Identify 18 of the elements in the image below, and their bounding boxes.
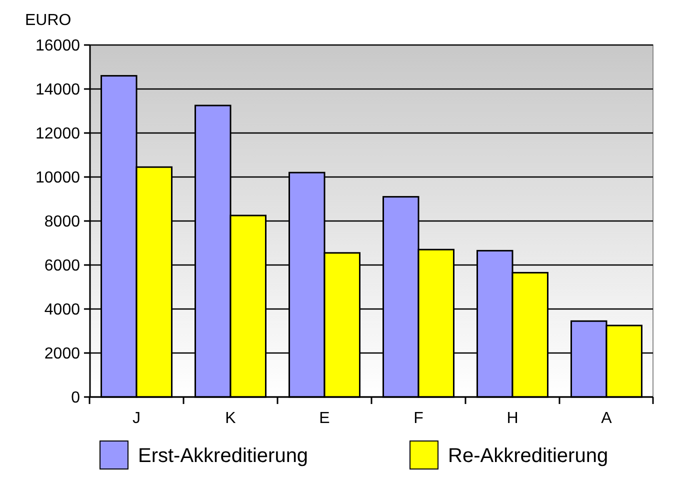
y-tick-label: 12000 [36,126,80,143]
x-tick-label: J [132,410,141,427]
y-tick-label: 14000 [36,82,80,99]
y-tick-label: 8000 [44,214,80,231]
y-tick-label: 16000 [36,38,80,55]
y-tick-label: 2000 [44,346,80,363]
x-tick-label: F [414,410,424,427]
legend-label: Re-Akkreditierung [448,445,608,467]
y-tick-label: 0 [71,390,80,407]
y-axis-title: EURO [25,12,72,29]
y-tick-label: 6000 [44,258,80,275]
x-tick-label: K [225,410,236,427]
x-tick-label: E [319,410,330,427]
x-tick-label: A [601,410,612,427]
y-tick-label: 10000 [36,170,80,187]
legend-label: Erst-Akkreditierung [138,445,308,467]
y-tick-label: 4000 [44,302,80,319]
x-tick-label: H [506,410,518,427]
